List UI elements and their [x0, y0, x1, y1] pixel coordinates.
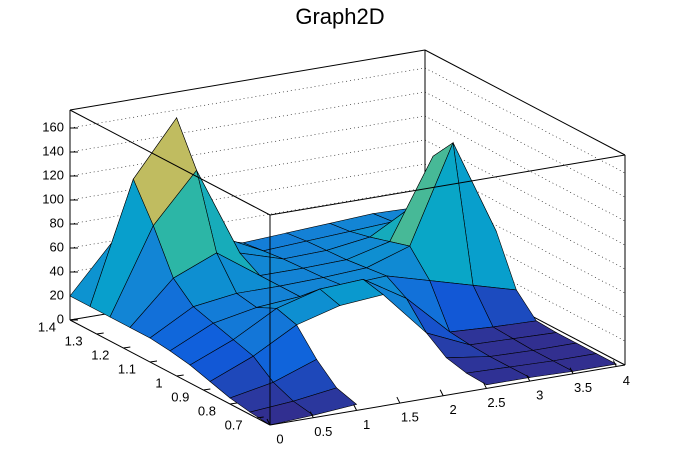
surface-cell: [249, 400, 315, 426]
y-tick: [149, 360, 158, 363]
x-tick: [396, 396, 401, 404]
x-tick-label: 0.5: [314, 424, 332, 439]
box-edge: [424, 49, 626, 156]
x-tick-label: 4: [623, 373, 630, 388]
x-tick: [309, 411, 314, 418]
x-tick-label: 2.5: [487, 395, 505, 410]
x-tick-label: 3: [536, 388, 543, 403]
y-tick: [203, 388, 211, 391]
z-tick-label: 0: [57, 311, 64, 326]
x-tick: [439, 389, 444, 396]
grid-line: [69, 91, 626, 198]
grid-line: [69, 67, 626, 174]
y-tick: [96, 332, 104, 335]
y-tick-label: 1.4: [38, 319, 56, 334]
x-tick-label: 0: [276, 431, 283, 446]
x-tick: [266, 418, 271, 426]
x-tick-label: 1.5: [401, 409, 419, 424]
z-tick-label: 80: [50, 215, 64, 230]
box-edge: [269, 154, 626, 216]
x-tick-label: 2: [450, 402, 457, 417]
chart-title: Graph2D: [295, 4, 384, 29]
z-tick-label: 60: [50, 239, 64, 254]
y-tick: [123, 346, 131, 349]
box-edge: [69, 49, 426, 111]
y-tick: [176, 374, 184, 377]
z-tick-label: 20: [50, 287, 64, 302]
box-edge: [269, 364, 626, 426]
z-tick-label: 40: [50, 263, 64, 278]
x-tick-label: 1: [363, 417, 370, 432]
box-edge: [69, 319, 271, 426]
x-tick: [526, 374, 531, 382]
z-tick-label: 120: [42, 167, 64, 182]
y-tick: [69, 318, 78, 321]
x-tick: [353, 404, 358, 411]
y-tick: [256, 416, 264, 419]
x-tick: [612, 360, 617, 367]
y-tick: [229, 402, 238, 405]
x-tick-label: 3.5: [574, 380, 592, 395]
y-tick-label: 0.9: [171, 389, 189, 404]
y-tick-label: 1.1: [118, 361, 136, 376]
z-tick-label: 160: [42, 119, 64, 134]
z-tick-label: 100: [42, 191, 64, 206]
x-tick: [483, 382, 487, 389]
y-tick-label: 0.8: [198, 403, 216, 418]
x-tick: [569, 367, 574, 375]
box-edge: [69, 109, 271, 216]
y-tick-label: 1.3: [65, 333, 83, 348]
y-tick-label: 0.7: [225, 417, 243, 432]
y-tick-label: 1: [155, 375, 162, 390]
z-tick-label: 140: [42, 143, 64, 158]
surface-cell: [465, 366, 531, 386]
y-tick-label: 1.2: [91, 347, 109, 362]
